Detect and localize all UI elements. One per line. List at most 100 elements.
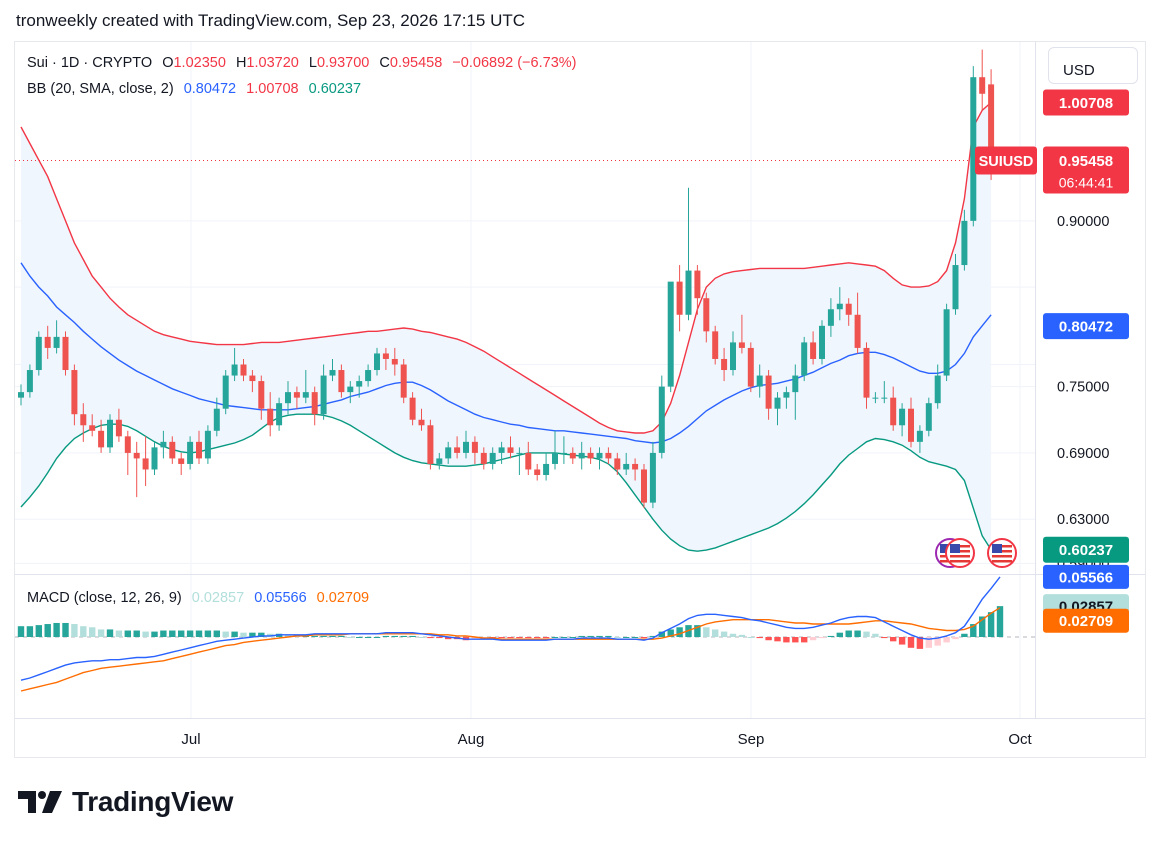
candle-body bbox=[418, 419, 425, 426]
high-value: 1.03720 bbox=[246, 55, 299, 71]
price-legend: Sui · 1D · CRYPTO O1.02350 H1.03720 L0.9… bbox=[27, 55, 583, 71]
candle-body bbox=[614, 458, 621, 470]
candle-body bbox=[525, 452, 532, 470]
tradingview-logo-text: TradingView bbox=[72, 786, 234, 817]
macd-histogram-bar bbox=[845, 630, 852, 637]
macd-signal-value: 0.02709 bbox=[316, 590, 370, 606]
candle-body bbox=[196, 441, 202, 459]
macd-histogram-bar bbox=[329, 635, 336, 637]
candle-body bbox=[133, 452, 140, 459]
candle-body bbox=[908, 408, 914, 442]
macd-histogram-bar bbox=[863, 631, 870, 637]
candle-body bbox=[35, 336, 42, 371]
macd-histogram-bar bbox=[658, 631, 665, 637]
macd-histogram-bar bbox=[712, 629, 719, 637]
candle-body bbox=[71, 370, 78, 415]
candle-body bbox=[694, 270, 701, 299]
macd-histogram-bar bbox=[80, 626, 87, 637]
bb-upper-value: 1.00708 bbox=[246, 81, 299, 97]
macd-histogram-bar bbox=[507, 637, 514, 639]
macd-histogram-bar bbox=[525, 637, 532, 639]
macd-histogram-bar bbox=[151, 631, 158, 637]
candle-body bbox=[899, 408, 906, 426]
candle-body bbox=[124, 436, 131, 453]
candle-body bbox=[534, 469, 541, 475]
candle-body bbox=[952, 265, 959, 310]
macd-histogram-bar bbox=[258, 632, 265, 637]
flag-stripe bbox=[950, 560, 970, 563]
symbol-label[interactable]: Sui · 1D · CRYPTO bbox=[27, 55, 153, 71]
candle-body bbox=[276, 403, 283, 426]
macd-histogram-bar bbox=[943, 637, 950, 643]
candle-body bbox=[765, 375, 772, 409]
macd-histogram-bar bbox=[382, 635, 390, 637]
candle-body bbox=[988, 84, 995, 161]
candle-body bbox=[961, 220, 968, 266]
candle-body bbox=[507, 447, 514, 453]
chart-frame bbox=[14, 41, 1146, 758]
candle-body bbox=[925, 403, 932, 431]
macd-histogram-bar bbox=[801, 637, 808, 643]
macd-histogram-bar bbox=[596, 635, 603, 637]
candle-body bbox=[854, 314, 861, 348]
macd-histogram-bar bbox=[347, 637, 354, 638]
us-flag-icon[interactable] bbox=[987, 538, 1017, 568]
bb-label[interactable]: BB (20, SMA, close, 2) bbox=[27, 81, 174, 97]
macd-histogram-bar bbox=[62, 622, 69, 637]
candle-body bbox=[827, 309, 834, 326]
macd-histogram-bar bbox=[249, 632, 256, 637]
macd-histogram-bar bbox=[890, 637, 897, 642]
macd-hist-value: 0.02857 bbox=[191, 590, 245, 606]
macd-histogram-bar bbox=[115, 630, 123, 637]
basis-badge: 0.80472 bbox=[1059, 319, 1113, 336]
flag-stripe bbox=[992, 555, 1012, 558]
candle-body bbox=[730, 342, 736, 371]
macd-label[interactable]: MACD (close, 12, 26, 9) bbox=[27, 590, 182, 606]
us-flag-icon[interactable] bbox=[945, 538, 975, 568]
time-tick-label: Oct bbox=[1008, 731, 1032, 748]
lower-band-badge: 0.60237 bbox=[1059, 542, 1113, 559]
candle-body bbox=[267, 408, 274, 426]
macd-histogram-bar bbox=[587, 635, 594, 637]
macd-histogram-bar bbox=[516, 637, 523, 639]
macd-histogram-bar bbox=[970, 624, 977, 637]
candle-body bbox=[374, 353, 380, 371]
candle-body bbox=[169, 441, 176, 459]
macd-histogram-bar bbox=[854, 630, 861, 637]
candle-body bbox=[916, 430, 923, 442]
candle-body bbox=[774, 397, 781, 409]
macd-histogram-bar bbox=[649, 635, 657, 637]
event-icons[interactable] bbox=[935, 538, 1017, 568]
candle-body bbox=[480, 452, 487, 464]
candle-body bbox=[213, 408, 220, 431]
currency-button[interactable]: USD bbox=[1048, 47, 1138, 84]
candle-body bbox=[53, 336, 60, 348]
candle-body bbox=[231, 364, 238, 376]
macd-histogram-bar bbox=[961, 633, 968, 637]
candle-body bbox=[187, 441, 194, 464]
candle-body bbox=[62, 336, 69, 371]
macd-histogram-bar bbox=[373, 637, 381, 638]
candle-body bbox=[240, 364, 247, 376]
candle-body bbox=[498, 447, 505, 453]
candle-body bbox=[115, 419, 122, 437]
macd-histogram-bar bbox=[418, 637, 425, 638]
candle-body bbox=[819, 325, 825, 359]
candle-body bbox=[890, 397, 897, 426]
macd-histogram-bar bbox=[569, 637, 576, 638]
candle-body bbox=[667, 281, 674, 387]
candle-body bbox=[756, 375, 763, 387]
macd-histogram-bar bbox=[667, 629, 674, 637]
candle-body bbox=[863, 347, 870, 398]
candles bbox=[18, 49, 995, 509]
tradingview-logo[interactable]: TradingView bbox=[18, 786, 233, 818]
candle-body bbox=[80, 414, 87, 426]
time-tick-label: Aug bbox=[458, 731, 485, 748]
candle-body bbox=[400, 364, 407, 398]
macd-histogram-bar bbox=[925, 637, 932, 648]
candle-body bbox=[178, 458, 185, 464]
candle-body bbox=[356, 381, 363, 387]
macd-histogram-bar bbox=[231, 631, 238, 637]
candle-body bbox=[436, 458, 443, 464]
